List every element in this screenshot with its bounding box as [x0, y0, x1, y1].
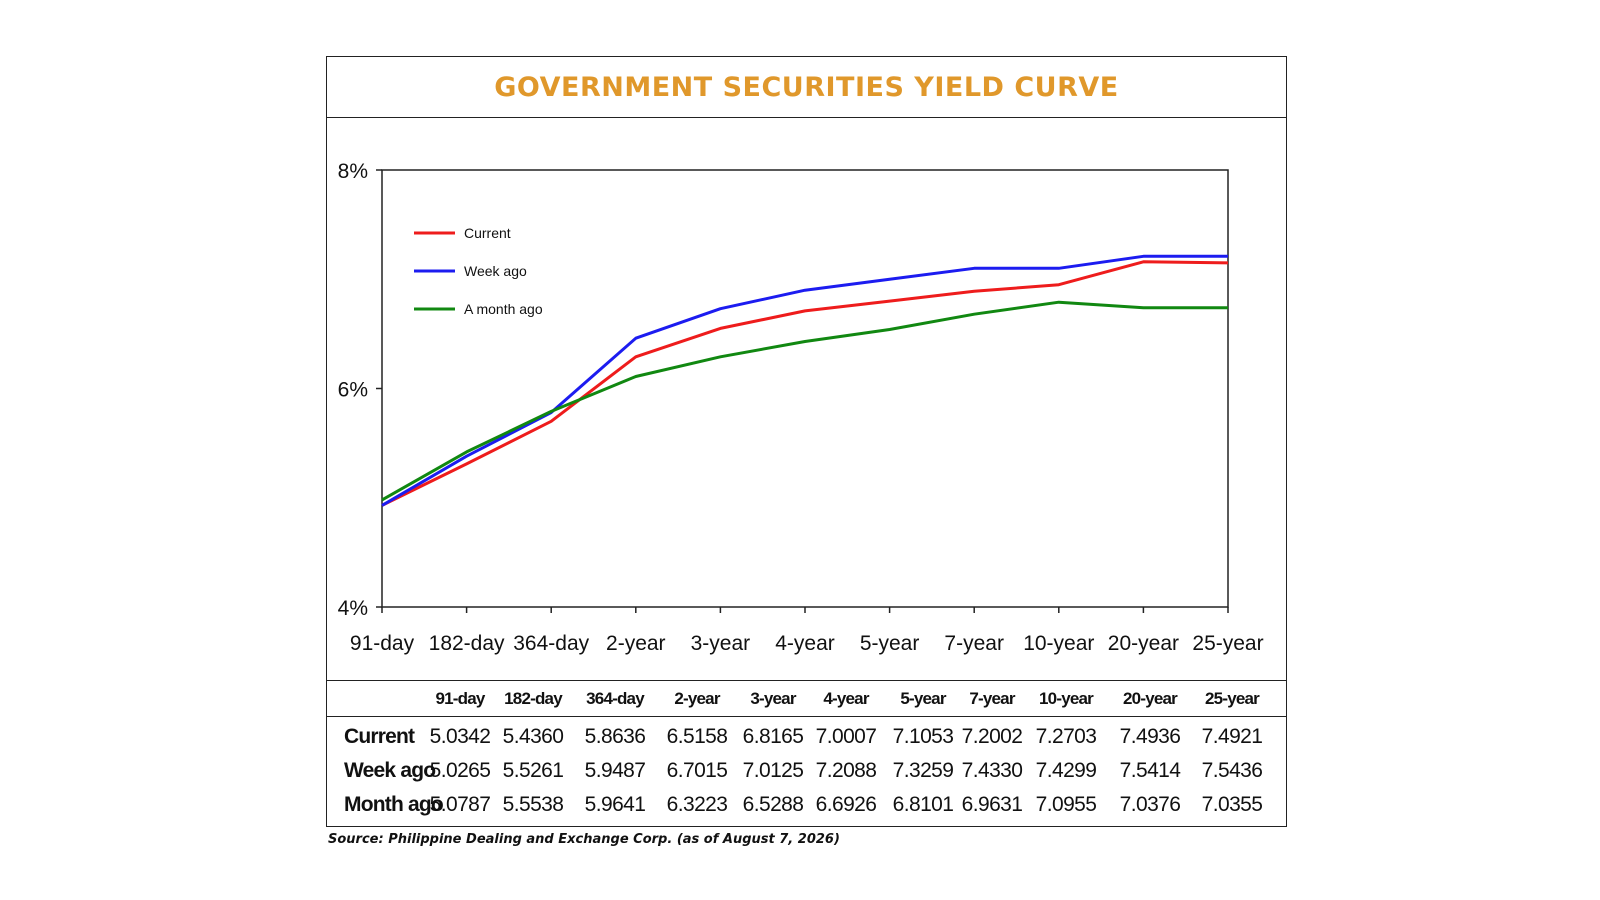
x-tick-label: 7-year — [944, 632, 1004, 655]
x-tick-label: 10-year — [1023, 632, 1094, 655]
table-header-cell: 364-day — [586, 689, 645, 708]
x-tick-label: 91-day — [350, 632, 415, 655]
table-header-cell: 20-year — [1123, 689, 1178, 708]
legend-month-ago-label: A month ago — [464, 301, 543, 317]
table-row-label: Month ago — [344, 793, 444, 816]
table-header-cell: 25-year — [1205, 689, 1260, 708]
table-header-cell: 182-day — [504, 689, 563, 708]
x-tick-label: 364-day — [513, 632, 589, 655]
x-tick-label: 2-year — [606, 632, 666, 655]
table-cell: 7.0125 — [742, 759, 804, 782]
legend-current-label: Current — [464, 225, 511, 241]
table-cell: 5.9487 — [584, 759, 646, 782]
table-cell: 6.7015 — [666, 759, 728, 782]
table-cell: 5.8636 — [584, 725, 646, 748]
table-header-cell: 10-year — [1039, 689, 1094, 708]
table-cell: 7.5414 — [1119, 759, 1181, 782]
series-line-week-ago — [381, 254, 1228, 507]
series-line-month-ago — [381, 300, 1228, 502]
chart-card: GOVERNMENT SECURITIES YIELD CURVE 8% 6% 4%… — [326, 56, 1287, 827]
table-cell: 5.0342 — [429, 725, 491, 748]
table-header-cell: 5-year — [900, 689, 946, 708]
table-row-label: Week ago — [344, 759, 436, 782]
table-cell: 7.5436 — [1201, 759, 1263, 782]
y-tick-label: 6% — [338, 379, 368, 402]
table-cell: 7.4330 — [961, 759, 1023, 782]
table-cell: 7.4299 — [1035, 759, 1097, 782]
table-cell: 7.2002 — [961, 725, 1023, 748]
table-cell: 7.2703 — [1035, 725, 1097, 748]
table-cell: 6.8101 — [892, 793, 954, 816]
table-cell: 7.1053 — [892, 725, 954, 748]
table-header-cell: 3-year — [750, 689, 796, 708]
table-cell: 7.0007 — [815, 725, 877, 748]
x-tick-label: 5-year — [860, 632, 920, 655]
table-header-cell: 91-day — [435, 689, 485, 708]
y-tick-label: 8% — [338, 160, 368, 183]
x-tick-label: 20-year — [1108, 632, 1179, 655]
table-cell: 6.5158 — [666, 725, 728, 748]
table-cell: 7.2088 — [815, 759, 877, 782]
table-cell: 7.0955 — [1035, 793, 1097, 816]
table-cell: 6.3223 — [666, 793, 728, 816]
table-cell: 5.0787 — [429, 793, 491, 816]
table-cell: 5.9641 — [584, 793, 646, 816]
table-cell: 5.4360 — [502, 725, 564, 748]
table-cell: 7.4936 — [1119, 725, 1181, 748]
x-tick-label: 182-day — [429, 632, 505, 655]
table-header-cell: 7-year — [969, 689, 1015, 708]
table-cell: 7.4921 — [1201, 725, 1263, 748]
yield-curve-chart: 8% 6% 4% 91-day 182-day 364-day 2-year 3-year 4-… — [338, 160, 1264, 655]
y-tick-label: 4% — [338, 597, 368, 620]
source-note: Source: Philippine Dealing and Exchange … — [328, 832, 840, 847]
x-tick-label: 3-year — [691, 632, 751, 655]
table-row-label: Current — [344, 725, 415, 748]
table-header-cell: 4-year — [823, 689, 869, 708]
title-bar: GOVERNMENT SECURITIES YIELD CURVE — [327, 57, 1286, 118]
table-cell: 7.0376 — [1119, 793, 1181, 816]
table-cell: 6.8165 — [742, 725, 804, 748]
legend-week-ago-label: Week ago — [464, 263, 527, 279]
table-header-cell: 2-year — [674, 689, 720, 708]
table-cell: 5.5538 — [502, 793, 564, 816]
series-line-current — [381, 260, 1229, 507]
table-cell: 6.5288 — [742, 793, 804, 816]
x-tick-label: 25-year — [1192, 632, 1263, 655]
table-cell: 6.6926 — [815, 793, 877, 816]
table-cell: 5.5261 — [502, 759, 564, 782]
table-cell: 7.3259 — [892, 759, 954, 782]
chart-title: GOVERNMENT SECURITIES YIELD CURVE — [494, 71, 1119, 103]
table-cell: 7.0355 — [1201, 793, 1263, 816]
table-cell: 6.9631 — [961, 793, 1023, 816]
x-tick-label: 4-year — [775, 632, 835, 655]
yield-table: 91-day 182-day 364-day 2-year 3-year 4-year 5-… — [327, 680, 1286, 828]
table-cell: 5.0265 — [429, 759, 491, 782]
yield-table-header: 91-day 182-day 364-day 2-year 3-year 4-year 5-… — [327, 681, 1286, 717]
